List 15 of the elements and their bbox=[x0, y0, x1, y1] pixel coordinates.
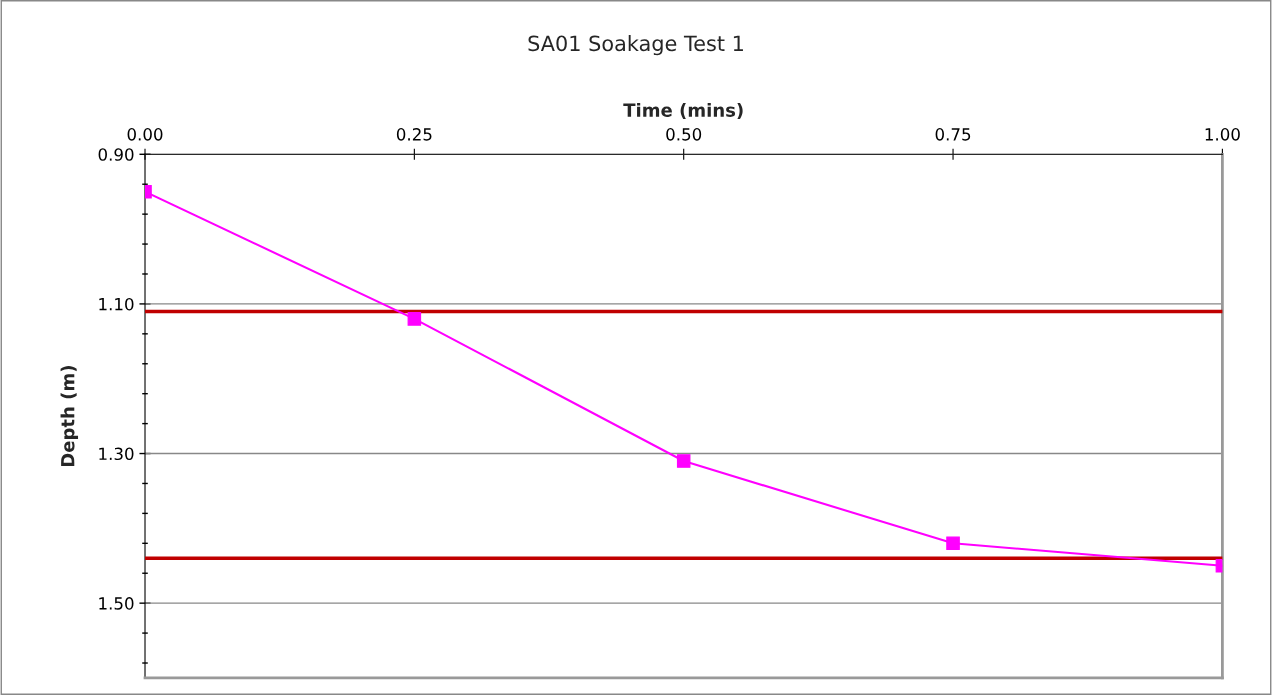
y-tick-label: 1.30 bbox=[99, 447, 134, 461]
chart-title: SA01 Soakage Test 1 bbox=[528, 35, 743, 56]
x-tick-label: 1.00 bbox=[1205, 128, 1240, 141]
x-tick-label: 0.00 bbox=[127, 128, 163, 141]
x-tick-label: 0.50 bbox=[666, 128, 702, 141]
y-axis-title: Depth (m) bbox=[60, 366, 79, 467]
x-axis-title: Time (mins) bbox=[623, 102, 743, 120]
y-tick-label: 0.90 bbox=[98, 148, 134, 161]
y-tick-label: 1.10 bbox=[99, 297, 134, 311]
x-tick-label: 0.25 bbox=[396, 128, 432, 141]
point bbox=[676, 454, 691, 468]
y-tick-label: 1.50 bbox=[99, 597, 134, 610]
point bbox=[407, 312, 422, 326]
x-tick-label: 0.75 bbox=[935, 128, 971, 141]
point bbox=[946, 536, 960, 551]
